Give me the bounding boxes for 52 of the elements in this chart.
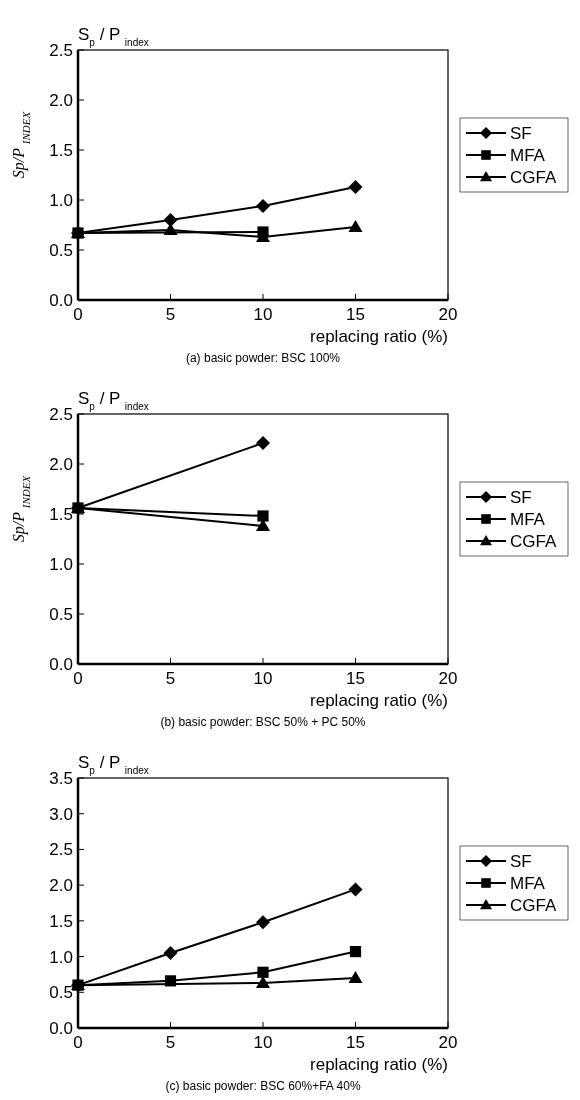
legend-label: MFA: [510, 873, 546, 893]
chart-title: S$_{p}$ / P $_{index}$: [78, 753, 149, 776]
x-axis-title: replacing ratio (%): [310, 327, 448, 346]
x-tick-label: 5: [165, 1033, 176, 1052]
y-tick-label: 1.5: [49, 140, 73, 160]
y-tick-label: 2.5: [49, 404, 73, 424]
x-tick-label: 10: [253, 669, 273, 688]
x-axis-title: replacing ratio (%): [310, 1055, 448, 1074]
legend-label: CGFA: [510, 167, 557, 187]
y-tick-label: 3.5: [49, 768, 73, 788]
y-tick-label: 0.0: [49, 654, 73, 674]
x-tick-label: 15: [346, 1033, 365, 1052]
x-tick-label: 10: [253, 1033, 273, 1052]
x-tick-label: 5: [165, 669, 176, 688]
y-tick-label: 1.0: [49, 190, 73, 210]
legend-label: MFA: [510, 145, 546, 165]
legend-label: CGFA: [510, 895, 557, 915]
y-tick-label: 1.0: [49, 947, 73, 967]
y-tick-label: 2.0: [49, 90, 73, 110]
text: (c) basic powder: BSC 60%+FA 40%: [165, 1079, 361, 1093]
y-tick-label: 1.5: [49, 504, 73, 524]
legend-label: SF: [510, 123, 532, 143]
y-tick-label: 1.5: [49, 911, 73, 931]
y-tick-label: 2.0: [49, 454, 73, 474]
x-tick-label: 20: [438, 1033, 458, 1052]
x-tick-label: 15: [346, 669, 365, 688]
x-axis-title: replacing ratio (%): [310, 691, 448, 710]
y-tick-label: 2.0: [49, 876, 73, 896]
chart-title: S$_{p}$ / P $_{index}$: [78, 389, 149, 412]
legend-label: MFA: [510, 509, 546, 529]
y-tick-label: 1.0: [49, 554, 73, 574]
y-tick-label: 0.5: [49, 604, 73, 624]
legend-label: CGFA: [510, 531, 557, 551]
x-tick-label: 5: [165, 305, 176, 324]
legend-label: SF: [510, 851, 532, 871]
legend-label: SF: [510, 487, 532, 507]
text: (b) basic powder: BSC 50% + PC 50%: [160, 715, 366, 729]
y-tick-label: 2.5: [49, 40, 73, 60]
y-tick-label: 2.5: [49, 840, 73, 860]
x-tick-label: 15: [346, 305, 365, 324]
y-tick-label: 0.0: [49, 1018, 73, 1038]
x-tick-label: 0: [73, 1033, 83, 1052]
chart-title: S$_{p}$ / P $_{index}$: [78, 25, 149, 48]
x-tick-label: 20: [438, 669, 458, 688]
y-tick-label: 3.0: [49, 804, 73, 824]
x-tick-label: 0: [73, 305, 83, 324]
x-tick-label: 20: [438, 305, 458, 324]
y-tick-label: 0.5: [49, 240, 73, 260]
x-tick-label: 0: [73, 669, 83, 688]
y-tick-label: 0.5: [49, 983, 73, 1003]
x-tick-label: 10: [253, 305, 273, 324]
text: (a) basic powder: BSC 100%: [185, 351, 341, 365]
